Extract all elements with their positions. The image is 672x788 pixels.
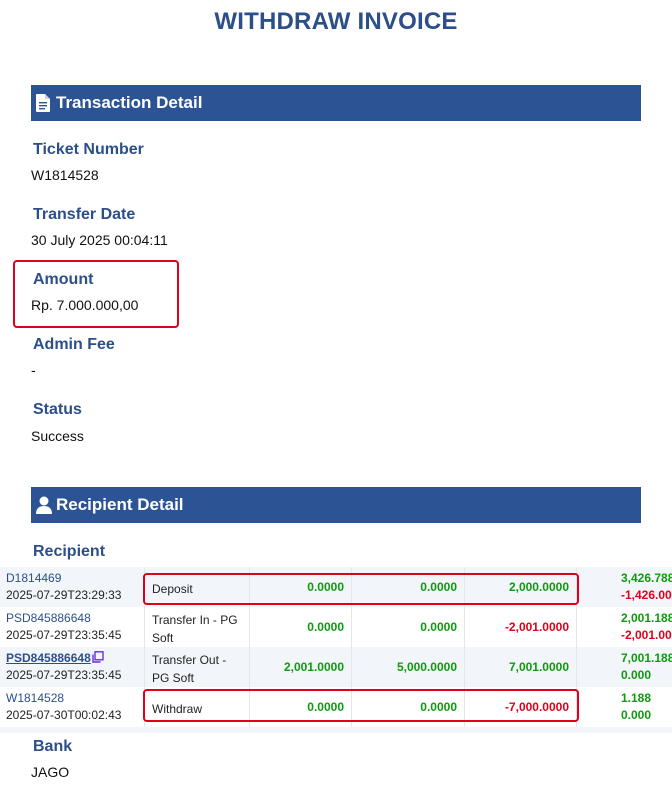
table-row: W1814528 2025-07-30T00:02:43 Withdraw 0.… (0, 687, 672, 727)
transaction-id-cell: PSD845886648 2025-07-29T23:35:45 (0, 647, 145, 687)
transaction-id-cell: PSD845886648 2025-07-29T23:35:45 (0, 607, 145, 647)
document-icon (36, 94, 52, 112)
transaction-detail-header: Transaction Detail (31, 85, 641, 121)
status-label: Status (33, 401, 82, 418)
user-icon (36, 496, 52, 514)
deposit-row-highlight (143, 573, 579, 605)
transaction-time: 2025-07-29T23:35:45 (6, 628, 122, 642)
balance-value: 2,001.188 (621, 611, 672, 625)
transaction-ref[interactable]: W1814528 (6, 691, 65, 705)
amount-value: Rp. 7.000.000,00 (31, 297, 139, 313)
ticket-number-label: Ticket Number (33, 141, 144, 158)
copy-icon[interactable] (92, 651, 104, 666)
balance-value: 7,001.188 (621, 651, 672, 665)
transaction-detail-title: Transaction Detail (56, 93, 203, 112)
transaction-ref[interactable]: D1814469 (6, 571, 62, 585)
transaction-time: 2025-07-29T23:35:45 (6, 668, 122, 682)
balance-cell: 1.188 0.000 (590, 687, 672, 727)
amount-col-2: 0.0000 (352, 687, 465, 727)
transaction-type: Withdraw (145, 687, 250, 727)
balance-change: -1,426.000 (621, 588, 672, 602)
amount-col-1: 0.0000 (250, 687, 352, 727)
amount-col-3: 7,001.0000 (465, 647, 577, 687)
balance-cell: 2,001.188 -2,001.000 (590, 607, 672, 647)
amount-col-1: 0.0000 (250, 567, 352, 607)
amount-col-3: 2,000.0000 (465, 567, 577, 607)
amount-col-3: -7,000.0000 (465, 687, 577, 727)
balance-change: 0.000 (621, 708, 652, 722)
transaction-time: 2025-07-30T00:02:43 (6, 708, 122, 722)
amount-label: Amount (33, 271, 94, 288)
amount-col-2: 5,000.0000 (352, 647, 465, 687)
transaction-id-cell: D1814469 2025-07-29T23:29:33 (0, 567, 145, 607)
amount-col-1: 0.0000 (250, 607, 352, 647)
amount-col-2: 0.0000 (352, 567, 465, 607)
transactions-table: D1814469 2025-07-29T23:29:33 Deposit 0.0… (0, 567, 672, 733)
transaction-ref[interactable]: PSD845886648 (6, 651, 91, 665)
bank-value: JAGO (31, 764, 70, 780)
table-row: PSD845886648 2025-07-29T23:35:45 Transfe… (0, 647, 672, 687)
recipient-detail-header: Recipient Detail (31, 487, 641, 523)
page-title: WITHDRAW INVOICE (214, 8, 458, 35)
status-value: Success (31, 428, 84, 444)
amount-col-3: -2,001.0000 (465, 607, 577, 647)
transaction-type: Transfer Out - PG Soft (145, 647, 250, 687)
balance-cell: 3,426.788 -1,426.000 (590, 567, 672, 607)
admin-fee-value: - (31, 362, 36, 378)
transaction-ref-link[interactable]: PSD845886648 (6, 651, 104, 666)
balance-cell: 7,001.188 0.000 (590, 647, 672, 687)
amount-col-1: 2,001.0000 (250, 647, 352, 687)
balance-change: -2,001.000 (621, 628, 672, 642)
amount-col-2: 0.0000 (352, 607, 465, 647)
recipient-detail-title: Recipient Detail (56, 495, 184, 514)
balance-value: 1.188 (621, 691, 652, 705)
transfer-date-value: 30 July 2025 00:04:11 (31, 232, 168, 248)
transaction-type: Deposit (145, 567, 250, 607)
bank-label: Bank (33, 738, 73, 755)
transaction-id-cell: W1814528 2025-07-30T00:02:43 (0, 687, 145, 727)
balance-value: 3,426.788 (621, 571, 672, 585)
transaction-type: Transfer In - PG Soft (145, 607, 250, 647)
withdraw-row-highlight (143, 689, 579, 722)
balance-change: 0.000 (621, 668, 652, 682)
admin-fee-label: Admin Fee (33, 336, 115, 353)
transaction-time: 2025-07-29T23:29:33 (6, 588, 122, 602)
table-row: PSD845886648 2025-07-29T23:35:45 Transfe… (0, 607, 672, 647)
amount-highlight-box (13, 260, 179, 328)
transfer-date-label: Transfer Date (33, 206, 136, 223)
table-row-partial (0, 727, 672, 733)
recipient-label: Recipient (33, 543, 106, 560)
transaction-ref[interactable]: PSD845886648 (6, 611, 91, 625)
ticket-number-value: W1814528 (31, 167, 99, 183)
